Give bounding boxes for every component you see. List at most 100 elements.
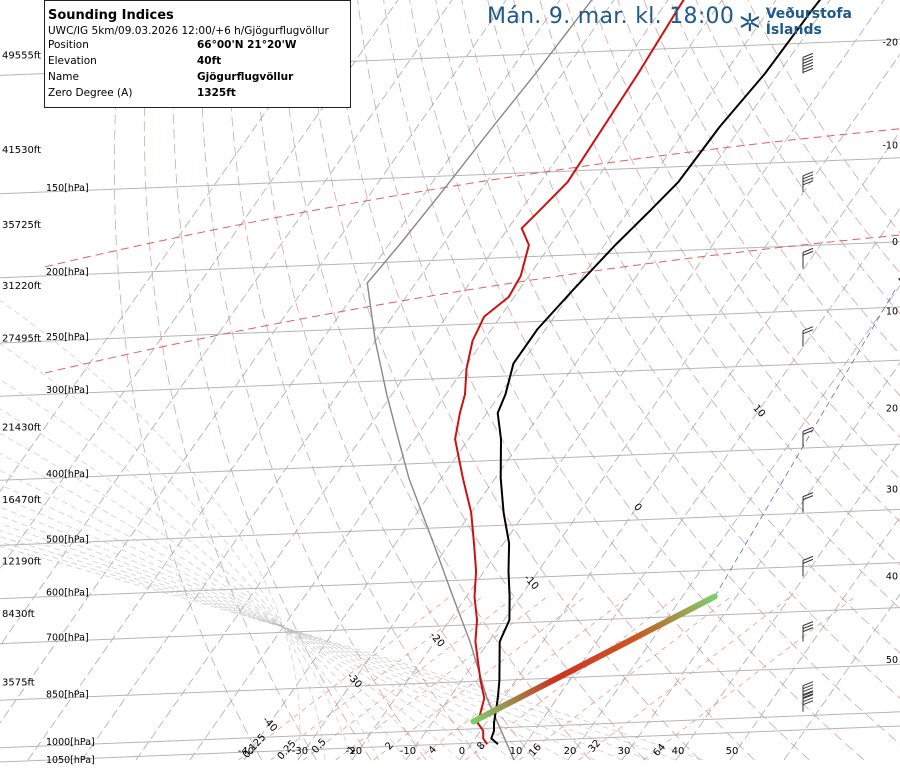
sounding-info-box: Sounding Indices UWC/IG 5km/09.03.2026 1… (44, 0, 351, 108)
wind-barbs (802, 52, 814, 712)
mixing-ratio-line (270, 596, 483, 761)
isotherm-label: 10 (750, 403, 767, 420)
wind-barb (802, 247, 814, 269)
dry-adiabat-line (279, 0, 591, 761)
pressure-label: 850[hPa] (46, 689, 89, 700)
altitude-label: 3575ft (2, 677, 35, 688)
right-axis-label: 40 (886, 571, 898, 582)
bottom-temp-label: 40 (672, 746, 685, 757)
moist-adiabat-line (0, 343, 326, 761)
mixing-ratio-label: 2 (383, 740, 395, 752)
dry-adiabat-line (113, 0, 263, 761)
wind-barb (802, 681, 814, 702)
moist-adiabat-line (0, 541, 677, 761)
info-value: 66°00'N 21°20'W (197, 39, 297, 51)
lcl-line (714, 289, 896, 597)
dry-adiabat-line (617, 0, 900, 438)
moist-adiabats (0, 299, 704, 761)
mixing-ratio-line (465, 596, 678, 761)
isotherm-line (297, 0, 831, 761)
mixing-ratio-label: 16 (527, 742, 544, 759)
altitude-label: 41530ft (2, 145, 41, 156)
moist-adiabat-line (0, 530, 623, 761)
bottom-temp-label: -10 (400, 746, 416, 757)
wind-barb (802, 52, 814, 74)
dry-adiabat-line (331, 0, 701, 761)
dry-adiabat-line (409, 0, 865, 761)
parcel-curve (366, 0, 593, 761)
mixing-ratio-lines (238, 596, 856, 761)
isobar-line (0, 562, 900, 600)
mixing-ratio-line (519, 596, 732, 761)
moist-adiabat-line (0, 453, 434, 761)
wind-barb (802, 621, 814, 642)
gradient-bar (470, 593, 718, 725)
bottom-temp-label: 50 (726, 746, 739, 757)
dry-adiabat-line (227, 0, 482, 761)
altitude-label: 49555ft (2, 50, 41, 61)
logo-text: Veðurstofa Íslands (765, 6, 852, 38)
gradient-bar-mark (470, 593, 718, 725)
moist-adiabat-line (0, 299, 301, 761)
isobar-line (0, 607, 900, 645)
isobar-line (0, 443, 900, 481)
info-title: Sounding Indices (48, 8, 174, 23)
mixing-ratio-line (643, 596, 856, 761)
altitude-label: 27495ft (2, 334, 41, 345)
moist-adiabat-line (0, 408, 380, 761)
mixing-ratio-line (416, 596, 629, 761)
moist-adiabat-line (0, 496, 515, 761)
right-axis-label: -20 (882, 38, 898, 49)
right-axis-label: -10 (882, 140, 898, 151)
dry-adiabat-line (487, 0, 900, 654)
bottom-temp-label: -20 (346, 746, 362, 757)
reference-curve (44, 128, 900, 268)
reference-curve (44, 234, 900, 374)
moist-adiabat-line (0, 432, 407, 761)
altitude-label: 35725ft (2, 220, 41, 231)
right-axis-label: 20 (886, 403, 898, 414)
pressure-label: 150[hPa] (46, 183, 89, 194)
isobar-line (0, 359, 900, 397)
dry-adiabat-line (172, 0, 372, 761)
isotherm-line (351, 0, 885, 761)
dry-adiabat-line (305, 0, 646, 761)
info-label: Name (48, 71, 79, 83)
bottom-temp-label: 30 (618, 746, 631, 757)
bottom-temp-label: 10 (510, 746, 523, 757)
isobar-line (0, 663, 900, 701)
thickness-curves (44, 128, 900, 597)
pressure-label: 600[hPa] (46, 588, 89, 599)
pressure-label: 400[hPa] (46, 469, 89, 480)
dewpoint-line (490, 0, 822, 746)
moist-adiabat-line (0, 536, 650, 761)
bottom-temp-label: -40 (238, 746, 254, 757)
right-axis-label: 30 (886, 485, 898, 496)
sounding-series (454, 0, 822, 746)
right-axis-label: 0 (892, 237, 898, 248)
isotherm-line (135, 0, 669, 761)
moist-adiabat-line (0, 484, 488, 761)
info-label: Zero Degree (A) (48, 87, 133, 99)
info-subtitle: UWC/IG 5km/09.03.2026 12:00/+6 h/Gjögurf… (48, 25, 329, 37)
wind-barb (802, 691, 814, 712)
bottom-temp-label: 0 (459, 746, 465, 757)
dry-adiabat-line (591, 0, 900, 480)
dry-adiabat-line (383, 0, 810, 761)
isobar-line (0, 725, 900, 763)
altitude-label: 12190ft (2, 556, 41, 567)
mixing-ratio-line (238, 596, 451, 761)
wind-barb (802, 426, 814, 448)
pressure-label: 250[hPa] (46, 332, 89, 343)
dry-adiabat-line (513, 0, 900, 610)
pressure-label: 200[hPa] (46, 267, 89, 278)
dry-adiabat-line (565, 0, 900, 523)
isobar-line (0, 711, 900, 749)
info-row: Name Gjögurflugvöllur (45, 69, 350, 85)
dry-adiabat-line (643, 0, 900, 397)
mixing-ratio-label: 4 (427, 744, 439, 756)
moist-adiabat-line (0, 523, 596, 761)
info-label: Elevation (48, 55, 97, 67)
info-row: Elevation 40ft (45, 53, 350, 69)
